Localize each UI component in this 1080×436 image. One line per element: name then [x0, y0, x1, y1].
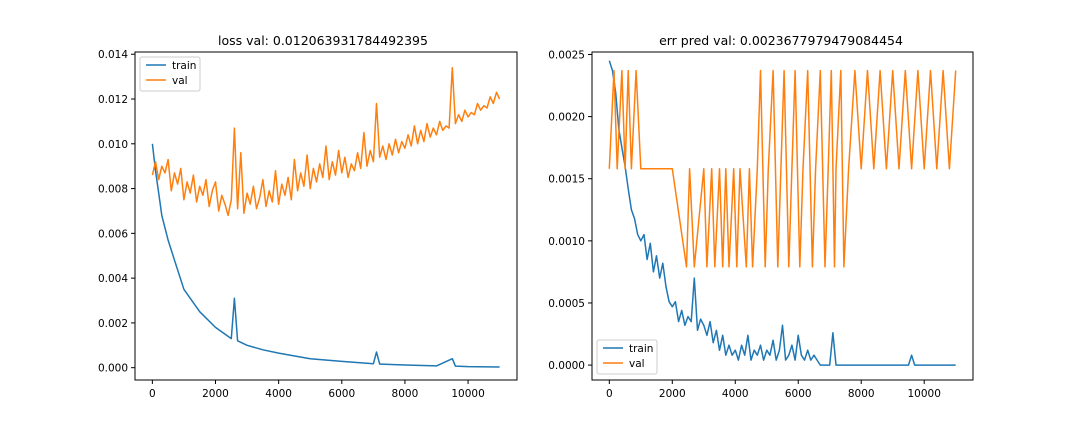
loss-ytick-label: 0.000 [98, 363, 128, 375]
err-xtick-label: 6000 [785, 388, 812, 400]
err-ytick-label: 0.0000 [548, 360, 585, 372]
err-train-series-line [608, 60, 956, 366]
loss-ytick-label: 0.010 [98, 139, 128, 151]
loss-ytick-label: 0.014 [98, 49, 128, 61]
loss-chart-frame [134, 51, 518, 381]
loss-chart-title: loss val: 0.012063931784492395 [218, 33, 428, 48]
err-ytick-label: 0.0025 [548, 49, 585, 61]
loss-legend-val-label: val [172, 75, 188, 87]
err-xtick-label: 8000 [848, 388, 875, 400]
err-ytick-label: 0.0010 [548, 236, 585, 248]
err-ytick-label: 0.0015 [548, 174, 585, 186]
loss-chart-legend: train val [139, 56, 201, 92]
loss-ytick-label: 0.008 [98, 184, 128, 196]
err-pred-chart-ticks: 0 2000 4000 6000 8000 10000 0.0000 0.0005 0.0010… [548, 49, 941, 400]
loss-xtick-label: 6000 [328, 388, 355, 400]
err-xtick-label: 0 [606, 388, 613, 400]
err-ytick-label: 0.0005 [548, 298, 585, 310]
err-pred-chart-lines [608, 60, 957, 366]
loss-xtick-label: 0 [149, 388, 156, 400]
loss-xtick-label: 4000 [265, 388, 292, 400]
loss-xtick-label: 2000 [202, 388, 229, 400]
loss-chart: loss val: 0.012063931784492395 0 2000 4000… [98, 33, 518, 400]
err-ytick-label: 0.0020 [548, 112, 585, 124]
loss-xtick-label: 8000 [392, 388, 419, 400]
err-xtick-label: 2000 [659, 388, 686, 400]
loss-ytick-label: 0.004 [98, 273, 128, 285]
loss-legend-train-label: train [172, 60, 196, 72]
loss-chart-ticks: 0 2000 4000 6000 8000 10000 0.000 0.002 0.004 0.0… [98, 49, 485, 400]
err-xtick-label: 10000 [907, 388, 940, 400]
loss-xtick-label: 10000 [451, 388, 484, 400]
loss-val-series-line [151, 66, 501, 217]
err-legend-val-label: val [629, 358, 645, 370]
err-pred-chart-legend: train val [596, 339, 658, 375]
err-val-series-line [608, 69, 957, 268]
err-legend-train-label: train [629, 343, 653, 355]
err-pred-chart: err pred val: 0.0023677979479084454 0 200… [548, 33, 974, 400]
loss-ytick-label: 0.012 [98, 94, 128, 106]
loss-chart-lines [151, 66, 501, 368]
err-pred-chart-frame [591, 51, 974, 381]
err-pred-chart-title: err pred val: 0.0023677979479084454 [659, 33, 903, 48]
loss-ytick-label: 0.002 [98, 318, 128, 330]
loss-train-series-line [151, 143, 500, 368]
err-xtick-label: 4000 [722, 388, 749, 400]
loss-ytick-label: 0.006 [98, 228, 128, 240]
